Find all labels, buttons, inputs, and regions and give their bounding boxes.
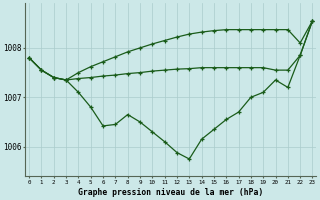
X-axis label: Graphe pression niveau de la mer (hPa): Graphe pression niveau de la mer (hPa) xyxy=(78,188,263,197)
